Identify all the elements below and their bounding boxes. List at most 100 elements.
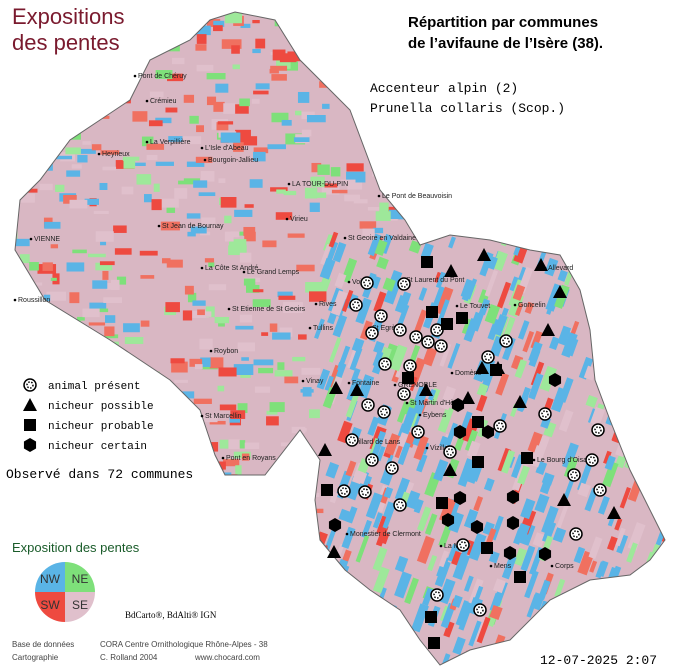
symbol-present-core bbox=[572, 530, 580, 538]
terrain-patch bbox=[252, 19, 260, 24]
terrain-patch bbox=[31, 507, 39, 512]
symbol-present-core bbox=[433, 326, 441, 334]
terrain-patch bbox=[376, 445, 386, 462]
terrain-patch bbox=[362, 228, 375, 240]
terrain-patch bbox=[15, 274, 26, 283]
place-label: Le Touvet bbox=[460, 303, 490, 310]
terrain-patch bbox=[395, 359, 406, 378]
terrain-patch bbox=[662, 225, 665, 230]
terrain-patch bbox=[284, 376, 299, 384]
terrain-patch bbox=[468, 532, 487, 561]
terrain-patch bbox=[272, 593, 292, 602]
terrain-patch bbox=[583, 162, 602, 168]
terrain-patch bbox=[448, 236, 456, 249]
terrain-patch bbox=[569, 115, 590, 124]
legend-label: animal présent bbox=[48, 381, 140, 393]
terrain-patch bbox=[72, 486, 89, 495]
terrain-patch bbox=[515, 646, 529, 662]
terrain-patch bbox=[404, 577, 419, 605]
terrain-patch bbox=[183, 178, 200, 184]
terrain-patch bbox=[3, 558, 10, 561]
place-label: Roybon bbox=[214, 348, 238, 355]
terrain-patch bbox=[633, 448, 652, 477]
terrain-patch bbox=[476, 616, 491, 644]
terrain-patch bbox=[49, 668, 58, 672]
terrain-patch bbox=[182, 310, 193, 321]
terrain-patch bbox=[27, 121, 40, 131]
terrain-patch bbox=[322, 234, 334, 252]
terrain-patch bbox=[212, 581, 222, 589]
terrain-patch bbox=[463, 318, 479, 343]
terrain-patch bbox=[633, 231, 646, 255]
terrain-patch bbox=[656, 134, 665, 142]
terrain-patch bbox=[25, 69, 44, 80]
terrain-patch bbox=[224, 12, 243, 24]
terrain-patch bbox=[270, 187, 288, 192]
terrain-patch bbox=[206, 96, 217, 106]
terrain-patch bbox=[665, 97, 675, 100]
terrain-patch bbox=[394, 555, 409, 573]
terrain-patch bbox=[195, 44, 207, 51]
terrain-patch bbox=[205, 468, 224, 473]
symbol-present bbox=[385, 461, 399, 475]
terrain-patch bbox=[234, 209, 253, 217]
terrain-patch bbox=[220, 132, 241, 143]
symbol-possible bbox=[329, 381, 343, 394]
terrain-patch bbox=[642, 587, 652, 602]
terrain-patch bbox=[269, 604, 281, 609]
terrain-patch bbox=[194, 364, 203, 370]
terrain-patch bbox=[501, 555, 517, 580]
terrain-patch bbox=[332, 314, 348, 338]
terrain-patch bbox=[354, 634, 368, 649]
terrain-patch bbox=[367, 416, 380, 436]
terrain-patch bbox=[197, 544, 217, 550]
quadrant-label: NE bbox=[72, 572, 89, 586]
terrain-patch bbox=[622, 1, 634, 4]
terrain-patch bbox=[218, 323, 225, 327]
terrain-patch bbox=[231, 45, 240, 54]
terrain-patch bbox=[178, 14, 198, 25]
terrain-patch bbox=[252, 48, 261, 54]
place-dot bbox=[308, 326, 312, 330]
terrain-patch bbox=[604, 455, 616, 471]
terrain-patch bbox=[582, 154, 589, 163]
terrain-patch bbox=[413, 498, 424, 514]
terrain-patch bbox=[585, 394, 598, 408]
terrain-patch bbox=[342, 1, 357, 5]
quadrant-ne bbox=[65, 562, 95, 592]
terrain-patch bbox=[414, 172, 421, 182]
terrain-patch bbox=[351, 337, 365, 353]
terrain-patch bbox=[518, 213, 538, 224]
terrain-patch bbox=[400, 146, 408, 157]
terrain-patch bbox=[633, 210, 641, 218]
terrain-patch bbox=[524, 570, 539, 599]
terrain-patch bbox=[253, 151, 266, 162]
terrain-patch bbox=[178, 492, 186, 500]
terrain-patch bbox=[252, 289, 264, 293]
terrain-patch bbox=[224, 231, 234, 242]
terrain-patch bbox=[372, 350, 384, 368]
terrain-patch bbox=[666, 361, 675, 379]
terrain-patch bbox=[313, 55, 323, 64]
terrain-patch bbox=[652, 567, 665, 593]
terrain-patch bbox=[75, 82, 91, 93]
terrain-patch bbox=[176, 632, 197, 638]
terrain-patch bbox=[349, 347, 363, 371]
terrain-patch bbox=[300, 389, 314, 393]
terrain-patch bbox=[544, 257, 559, 277]
symbol-present bbox=[421, 335, 435, 349]
terrain-patch bbox=[269, 323, 278, 332]
terrain-patch bbox=[48, 57, 60, 68]
legend-label: nicheur probable bbox=[48, 421, 154, 433]
terrain-patch bbox=[149, 91, 164, 98]
terrain-patch bbox=[65, 147, 81, 155]
credit: C. Rolland 2004 bbox=[100, 653, 158, 662]
terrain-patch bbox=[92, 280, 108, 289]
symbol-present bbox=[481, 350, 495, 364]
symbol-possible bbox=[607, 506, 621, 519]
terrain-patch bbox=[547, 124, 560, 132]
terrain-patch bbox=[283, 302, 303, 313]
legend-label: nicheur certain bbox=[48, 441, 147, 453]
terrain-patch bbox=[463, 509, 479, 529]
terrain-patch bbox=[15, 87, 25, 91]
